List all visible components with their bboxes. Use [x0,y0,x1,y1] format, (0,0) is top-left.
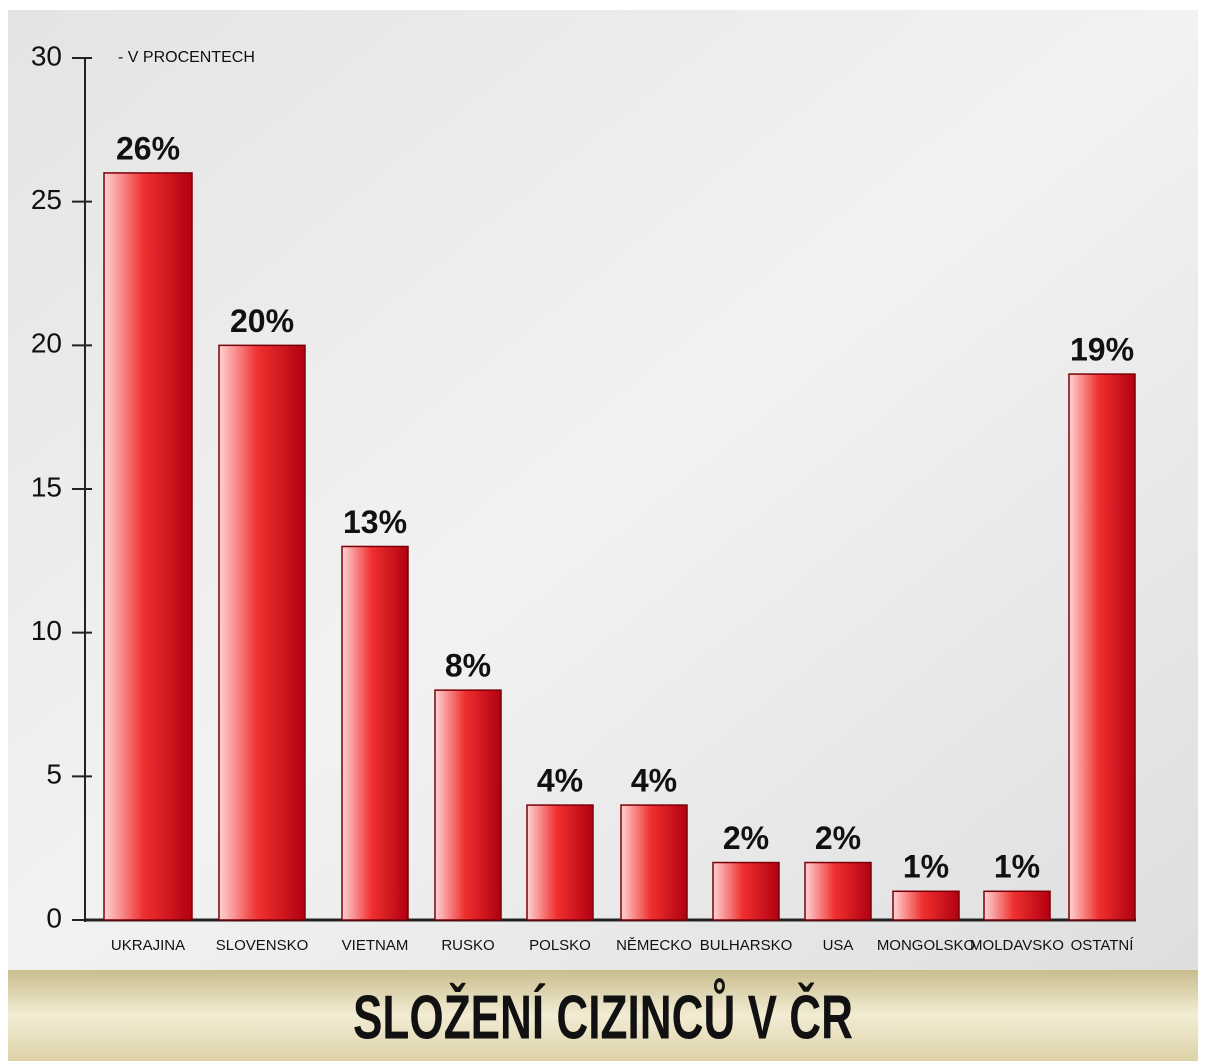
y-tick-label: 25 [31,184,62,215]
y-tick-label: 10 [31,615,62,646]
bar [341,545,409,921]
bar [218,344,306,921]
bar [526,804,594,921]
value-label: 8% [445,648,491,684]
x-tick-label: POLSKO [529,937,591,954]
plot-background [8,10,1198,970]
x-tick-label: VIETNAM [342,937,409,954]
x-tick-label: OSTATNÍ [1071,937,1135,954]
bar [103,172,193,921]
chart-title: SLOŽENÍ CIZINCŮ V ČR [353,979,853,1052]
value-label: 26% [116,130,180,166]
bar [620,804,688,921]
value-label: 1% [903,849,949,885]
x-tick-label: MOLDAVSKO [970,937,1064,954]
y-tick-label: 20 [31,328,62,359]
x-tick-label: UKRAJINA [111,937,185,954]
x-tick-label: USA [823,937,854,954]
value-label: 19% [1070,332,1134,368]
bar [434,689,502,921]
value-label: 2% [723,820,769,856]
annotation: - V PROCENTECH [118,49,255,66]
bar [712,861,780,921]
y-tick-label: 15 [31,471,62,502]
value-label: 20% [230,303,294,339]
x-tick-label: BULHARSKO [700,937,793,954]
bar [1068,373,1136,921]
x-tick-label: NĚMECKO [616,937,692,954]
title-banner [8,970,1198,1061]
x-tick-label: MONGOLSKO [877,937,975,954]
value-label: 4% [537,763,583,799]
y-tick-label: 0 [46,902,62,933]
value-label: 4% [631,763,677,799]
y-tick-label: 5 [46,759,62,790]
value-label: 13% [343,504,407,540]
bar [804,861,872,921]
x-tick-label: RUSKO [441,937,494,954]
bar [892,890,960,921]
y-tick-label: 30 [31,40,62,71]
value-label: 1% [994,849,1040,885]
x-tick-label: SLOVENSKO [216,937,309,954]
bar [983,890,1051,921]
value-label: 2% [815,820,861,856]
